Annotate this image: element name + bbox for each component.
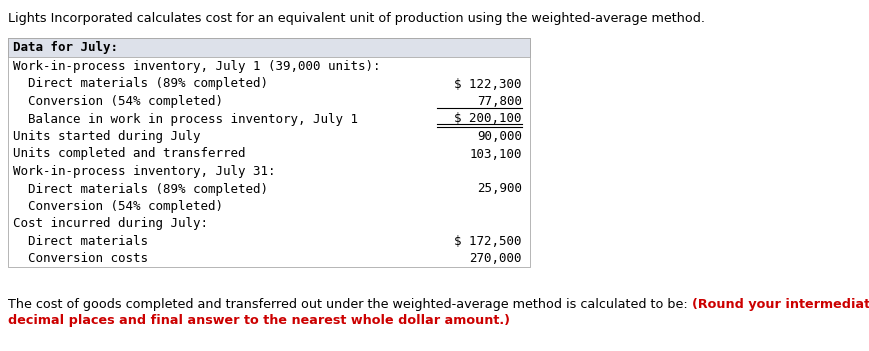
Text: 90,000: 90,000 [476,130,521,143]
Text: Conversion (54% completed): Conversion (54% completed) [13,95,222,108]
Text: 77,800: 77,800 [476,95,521,108]
Text: 103,100: 103,100 [469,147,521,160]
Text: Data for July:: Data for July: [13,41,118,54]
Text: decimal places and final answer to the nearest whole dollar amount.): decimal places and final answer to the n… [8,314,509,327]
Text: Conversion costs: Conversion costs [13,252,148,265]
Text: The cost of goods completed and transferred out under the weighted-average metho: The cost of goods completed and transfer… [8,298,691,311]
Text: Work-in-process inventory, July 31:: Work-in-process inventory, July 31: [13,165,275,178]
Text: Direct materials: Direct materials [13,235,148,248]
Text: Cost incurred during July:: Cost incurred during July: [13,218,208,231]
Text: Units started during July: Units started during July [13,130,200,143]
Text: The cost of goods completed and transferred out under the weighted-average metho: The cost of goods completed and transfer… [8,298,691,311]
Text: 25,900: 25,900 [476,183,521,196]
Text: $ 172,500: $ 172,500 [454,235,521,248]
Text: Lights Incorporated calculates cost for an equivalent unit of production using t: Lights Incorporated calculates cost for … [8,12,704,25]
Text: Direct materials (89% completed): Direct materials (89% completed) [13,183,268,196]
Text: Balance in work in process inventory, July 1: Balance in work in process inventory, Ju… [13,113,357,126]
Text: Work-in-process inventory, July 1 (39,000 units):: Work-in-process inventory, July 1 (39,00… [13,60,380,73]
Text: (Round your intermediate calculations to 2: (Round your intermediate calculations to… [691,298,869,311]
Text: Units completed and transferred: Units completed and transferred [13,147,245,160]
Text: $ 122,300: $ 122,300 [454,78,521,91]
Text: 270,000: 270,000 [469,252,521,265]
Text: $ 200,100: $ 200,100 [454,113,521,126]
Text: Direct materials (89% completed): Direct materials (89% completed) [13,78,268,91]
Text: Conversion (54% completed): Conversion (54% completed) [13,200,222,213]
Bar [8,38,529,57]
